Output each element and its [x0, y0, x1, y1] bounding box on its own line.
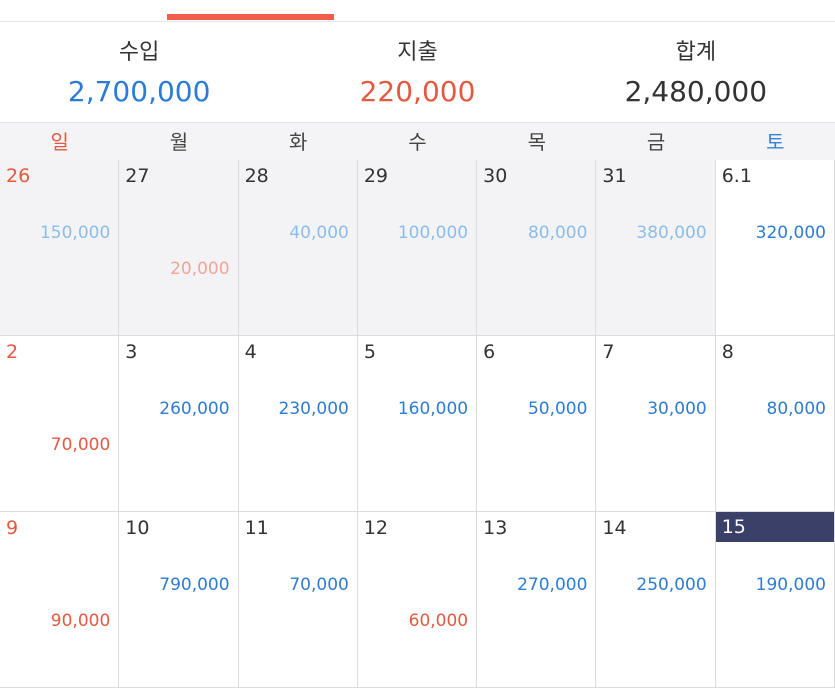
day-expense-amount: 70,000 [50, 435, 111, 455]
calendar-day-cell[interactable]: 8 80,000 [715, 336, 835, 512]
day-income-amount: 380,000 [636, 223, 707, 243]
day-income-amount: 80,000 [527, 223, 588, 243]
calendar-day-cell[interactable]: 11 70,000 [238, 512, 358, 688]
day-income-amount: 100,000 [397, 223, 469, 243]
calendar-day-cell[interactable]: 6 50,000 [477, 336, 597, 512]
weekday-wed: 수 [408, 130, 427, 154]
summary-bar: 수입 2,700,000 지출 220,000 합계 2,480,000 [0, 22, 835, 122]
calendar-day-cell[interactable]: 26 150,000 [0, 160, 120, 336]
day-expense-amount: 60,000 [408, 611, 469, 631]
day-income-amount: 270,000 [517, 575, 588, 595]
date-label: 6 [483, 341, 496, 363]
day-income-amount: 30,000 [647, 399, 707, 419]
calendar-day-cell[interactable]: 5 160,000 [357, 336, 478, 512]
calendar-day-cell[interactable]: 30 80,000 [477, 160, 597, 336]
calendar-day-cell[interactable]: 15 190,000 [715, 512, 835, 688]
income-total: 2,700,000 [67, 75, 211, 108]
date-label: 12 [363, 517, 389, 539]
expense-total: 220,000 [359, 75, 476, 108]
expense-label: 지출 [397, 40, 438, 65]
income-summary: 수입 2,700,000 [0, 22, 278, 122]
weekday-sat: 토 [766, 130, 785, 154]
date-label: 7 [602, 341, 615, 363]
expense-summary: 지출 220,000 [278, 22, 556, 122]
calendar-day-cell[interactable]: 13 270,000 [477, 512, 597, 688]
calendar-grid: 26 150,000 27 20,000 28 40,000 29 100,000 30 80,0… [0, 160, 835, 688]
date-label: 4 [244, 341, 257, 363]
day-income-amount: 80,000 [766, 399, 826, 419]
date-label: 14 [602, 517, 627, 539]
income-label: 수입 [118, 40, 160, 65]
calendar-day-cell[interactable]: 28 40,000 [238, 160, 358, 336]
calendar-day-cell[interactable]: 2 70,000 [0, 336, 120, 512]
day-income-amount: 50,000 [527, 399, 588, 419]
calendar-day-cell[interactable]: 29 100,000 [357, 160, 478, 336]
weekday-tue: 화 [289, 130, 308, 154]
day-income-amount: 70,000 [289, 575, 349, 595]
weekday-sun: 일 [50, 130, 69, 154]
date-label: 6.1 [721, 165, 752, 187]
calendar-day-cell[interactable]: 27 20,000 [119, 160, 239, 336]
date-label: 26 [6, 165, 31, 187]
date-label: 10 [125, 517, 150, 539]
day-income-amount: 230,000 [278, 399, 349, 419]
date-label: 5 [363, 341, 376, 363]
calendar-day-cell[interactable]: 3 260,000 [119, 336, 239, 512]
calendar-day-cell[interactable]: 9 90,000 [0, 512, 120, 688]
today-date-label: 15 [715, 512, 834, 542]
total-value: 2,480,000 [624, 75, 768, 108]
day-expense-amount: 90,000 [50, 611, 111, 631]
weekday-header: 일 월 화 수 목 금 토 [0, 122, 835, 162]
total-summary: 합계 2,480,000 [557, 22, 835, 122]
date-label: 9 [6, 517, 19, 539]
calendar-day-cell[interactable]: 31 380,000 [596, 160, 716, 336]
calendar-day-cell[interactable]: 12 60,000 [357, 512, 478, 688]
weekday-mon: 월 [169, 130, 189, 154]
calendar-day-cell[interactable]: 6.1 320,000 [715, 160, 835, 336]
day-expense-amount: 20,000 [170, 259, 230, 279]
day-income-amount: 160,000 [397, 399, 469, 419]
day-income-amount: 790,000 [159, 575, 230, 595]
date-label: 30 [483, 165, 508, 187]
date-label: 31 [602, 165, 627, 187]
date-label: 3 [125, 341, 138, 363]
tab-bar [0, 0, 835, 22]
calendar-day-cell[interactable]: 10 790,000 [119, 512, 239, 688]
date-label: 28 [244, 165, 269, 187]
total-label: 합계 [675, 40, 717, 65]
calendar-day-cell[interactable]: 7 30,000 [596, 336, 716, 512]
day-income-amount: 250,000 [636, 575, 707, 595]
date-label: 27 [125, 165, 150, 187]
date-label: 29 [363, 165, 389, 187]
date-label: 13 [483, 517, 508, 539]
day-income-amount: 40,000 [289, 223, 349, 243]
day-income-amount: 150,000 [39, 223, 111, 243]
date-label: 11 [244, 517, 269, 539]
day-income-amount: 320,000 [755, 223, 826, 243]
calendar-day-cell[interactable]: 14 250,000 [596, 512, 716, 688]
date-label: 8 [721, 341, 734, 363]
calendar-day-cell[interactable]: 4 230,000 [238, 336, 358, 512]
weekday-fri: 금 [646, 130, 666, 154]
day-income-amount: 190,000 [755, 575, 826, 595]
date-label: 2 [6, 341, 19, 363]
active-tab-indicator [167, 14, 334, 20]
day-income-amount: 260,000 [159, 399, 230, 419]
weekday-thu: 목 [527, 130, 546, 154]
